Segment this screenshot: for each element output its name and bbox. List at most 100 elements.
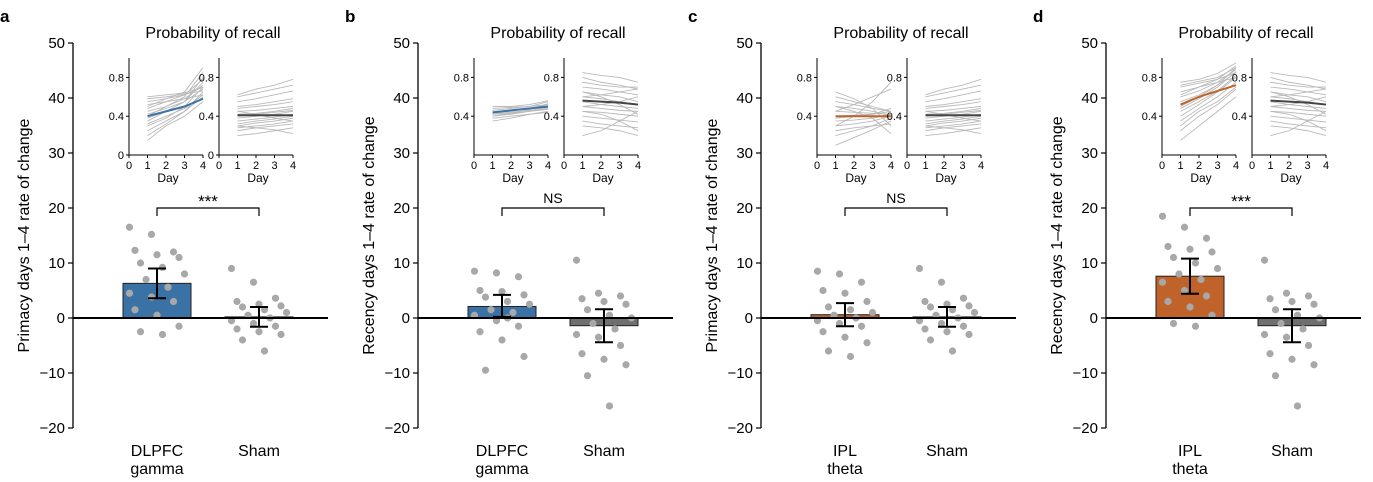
data-point (158, 330, 167, 339)
y-tick-label: −10 (1073, 365, 1098, 382)
subject-line (1270, 88, 1327, 98)
subject-line (835, 101, 892, 112)
y-tick-label: −20 (40, 420, 65, 437)
data-point (857, 278, 866, 286)
data-point (1310, 361, 1318, 369)
data-point (616, 341, 625, 350)
x-tick-label-line: DLPFC (476, 443, 528, 460)
inset-x-tick-label: 0 (126, 160, 132, 172)
y-axis-label: Recency days 1–4 rate of change (361, 116, 378, 354)
subject-line (582, 110, 639, 117)
inset-x-tick-label: 0 (904, 160, 910, 172)
data-point (583, 372, 592, 380)
data-point (476, 286, 484, 295)
data-point (514, 273, 523, 281)
data-point (125, 223, 134, 231)
data-point (857, 322, 866, 330)
data-point (1271, 306, 1280, 314)
subject-line (582, 125, 639, 137)
subject-line (1180, 77, 1237, 117)
inset-x-tick-label: 2 (508, 160, 514, 172)
data-point (1164, 297, 1172, 306)
data-point (937, 319, 946, 328)
inset-x-axis-label: Day (1280, 171, 1301, 185)
data-point (260, 347, 269, 355)
data-point (1293, 402, 1302, 410)
data-point (1266, 295, 1274, 303)
subject-line (1180, 81, 1237, 122)
data-point (125, 289, 134, 297)
subject-line (147, 88, 204, 115)
y-tick-label: 0 (402, 310, 410, 327)
subject-line (1180, 76, 1237, 93)
data-point (520, 291, 528, 299)
data-point (147, 230, 156, 238)
inset-x-tick-label: 4 (1323, 160, 1329, 172)
inset-y-tick-label: 0.8 (199, 72, 214, 84)
data-point (131, 246, 139, 254)
data-point (813, 267, 822, 275)
x-tick-label-line: Sham (583, 443, 625, 460)
inset-y-tick-label: 0.8 (544, 72, 559, 84)
data-point (520, 352, 528, 361)
inset-mean-line-active (492, 105, 549, 114)
subject-line (237, 101, 294, 109)
subject-line (925, 90, 982, 103)
data-point (514, 322, 523, 330)
subject-line (1180, 86, 1237, 127)
data-point (1288, 355, 1296, 363)
data-point (136, 328, 145, 336)
subject-line (582, 101, 639, 109)
inset-x-tick-label: 0 (1249, 160, 1255, 172)
data-point (1191, 259, 1200, 267)
panel-c: c Primacy days 1–4 rate of change −20 −10 0… (688, 7, 1016, 478)
y-tick-label: 30 (48, 145, 65, 162)
y-tick-label: 10 (736, 255, 753, 272)
subject-line (237, 123, 294, 132)
significance-label: NS (886, 190, 905, 206)
data-point (1180, 286, 1189, 295)
data-point (841, 333, 849, 341)
data-point (1260, 330, 1269, 339)
data-point (142, 275, 150, 284)
data-point (525, 300, 534, 308)
inset-y-tick-label: 0.8 (887, 72, 902, 84)
subject-line (237, 125, 294, 135)
data-point (249, 319, 258, 328)
subject-line (237, 127, 294, 137)
inset-x-axis-label: Day (935, 171, 956, 185)
subject-line (925, 123, 982, 132)
y-tick-label: 40 (736, 90, 753, 107)
data-point (846, 306, 855, 314)
subject-line (147, 86, 204, 98)
data-point (572, 256, 581, 264)
y-tick-label: −10 (40, 365, 65, 382)
data-point (1158, 278, 1167, 286)
y-tick-label: 30 (736, 145, 753, 162)
y-tick-label: −20 (385, 420, 410, 437)
subject-line (492, 110, 549, 122)
subject-line (492, 108, 549, 115)
data-point (948, 347, 957, 355)
subject-line (835, 115, 892, 127)
inset-x-tick-label: 0 (216, 160, 222, 172)
inset-x-tick-label: 3 (869, 160, 875, 172)
x-tick-label: Sham (583, 443, 625, 460)
inset-x-tick-label: 4 (545, 160, 551, 172)
data-point (136, 259, 145, 267)
subject-line (1270, 110, 1327, 137)
inset-y-tick-label: 0.4 (544, 111, 559, 123)
x-tick-label-line: DLPFC (131, 443, 183, 460)
inset-y-tick-label: 0.8 (454, 72, 469, 84)
data-point (249, 278, 258, 286)
y-tick-label: 30 (393, 145, 410, 162)
data-point (498, 336, 506, 344)
data-point (175, 253, 183, 262)
x-tick-label-line: IPL (833, 443, 857, 460)
subject-line (1180, 96, 1237, 141)
data-point (616, 292, 625, 300)
data-point (1202, 292, 1211, 300)
inset-x-tick-label: 4 (888, 160, 894, 172)
panel-letter-b: b (345, 7, 355, 26)
subject-line (582, 110, 639, 137)
